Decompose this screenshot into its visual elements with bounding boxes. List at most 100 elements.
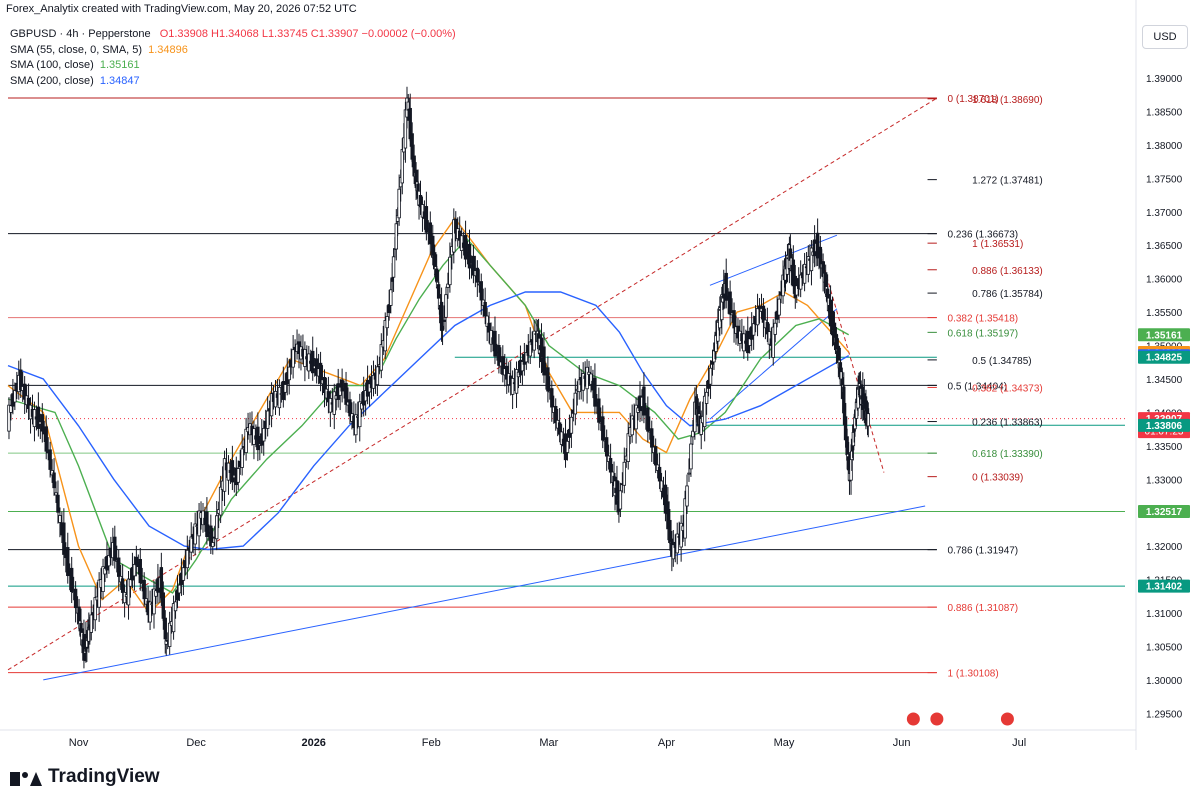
- candle-body: [446, 283, 450, 288]
- candle-body: [585, 366, 589, 390]
- candle-body: [56, 494, 60, 513]
- candle-body: [277, 386, 282, 409]
- sma-line-1: [7, 237, 850, 594]
- fib-label-0: 0 (1.38701): [948, 94, 999, 105]
- candle-body: [354, 414, 358, 436]
- candle-body: [332, 391, 336, 415]
- y-tick-label: 1.33000: [1146, 475, 1183, 486]
- candle-body: [622, 461, 627, 486]
- sma-55-row[interactable]: SMA (55, close, 0, SMA, 5) 1.34896: [10, 43, 456, 59]
- fib-label-2: 1.272 (1.37481): [972, 176, 1043, 187]
- candle-body: [691, 430, 695, 438]
- y-tick-label: 1.34500: [1146, 375, 1183, 386]
- candle-body: [371, 374, 376, 389]
- fib-label-8: 0.618 (1.35197): [948, 328, 1019, 339]
- candle-body: [704, 391, 709, 404]
- candle-body: [666, 501, 670, 530]
- y-tick-label: 1.32000: [1146, 542, 1183, 553]
- candle-body: [630, 415, 634, 436]
- candle-body: [659, 480, 664, 492]
- candle-body: [193, 523, 197, 545]
- y-tick-label: 1.37000: [1146, 208, 1183, 219]
- candle-body: [211, 542, 215, 547]
- fib-label-5: 0.886 (1.36133): [972, 266, 1043, 277]
- candle-body: [467, 243, 472, 269]
- x-tick-label: Apr: [658, 737, 675, 749]
- candle-body: [428, 222, 433, 245]
- candle-body: [132, 563, 137, 577]
- candle-body: [452, 219, 456, 253]
- candle-body: [175, 589, 180, 601]
- candle-body: [385, 316, 389, 329]
- event-flag-icon: [999, 711, 1015, 727]
- x-tick-label: Jun: [893, 737, 911, 749]
- candle-body: [597, 398, 601, 423]
- currency-selector[interactable]: USD: [1142, 25, 1188, 49]
- candle-body: [19, 369, 23, 391]
- candle-body: [767, 331, 772, 345]
- candle-body: [173, 601, 178, 612]
- candle-body: [62, 522, 66, 555]
- candle-body: [546, 367, 550, 392]
- fib-label-6: 0.786 (1.35784): [972, 289, 1043, 300]
- candle-body: [134, 556, 139, 566]
- candle-body: [230, 460, 235, 483]
- candle-body: [389, 289, 393, 306]
- candle-body: [524, 352, 529, 363]
- candle-body: [798, 274, 803, 290]
- sma-55-label: SMA (55, close, 0, SMA, 5): [10, 43, 143, 56]
- symbol-label[interactable]: GBPUSD · 4h · Pepperstone: [10, 28, 151, 40]
- price-tag-label-7: 1.31402: [1146, 582, 1183, 593]
- candle-body: [777, 298, 781, 316]
- price-tag-5: [1138, 418, 1190, 432]
- candle-body: [97, 579, 101, 608]
- y-tick-label: 1.35500: [1146, 308, 1183, 319]
- fib-label-16: 0.886 (1.31087): [948, 603, 1019, 614]
- candle-body: [532, 330, 536, 351]
- y-tick-label: 1.30000: [1146, 676, 1183, 687]
- candle-body: [646, 407, 650, 432]
- candle-body: [128, 579, 133, 587]
- price-layer: [7, 86, 870, 669]
- candle-body: [593, 377, 597, 407]
- candle-body: [650, 428, 654, 448]
- candle-body: [795, 285, 799, 296]
- candle-body: [291, 349, 295, 368]
- candle-body: [728, 291, 732, 315]
- candle-body: [397, 188, 401, 219]
- candle-body: [608, 458, 613, 473]
- candle-body: [493, 330, 497, 357]
- candle-body: [751, 323, 756, 336]
- sma-200-value: 1.34847: [99, 74, 140, 87]
- sma-100-row[interactable]: SMA (100, close) 1.35161: [10, 58, 456, 74]
- candle-body: [197, 510, 201, 537]
- candle-body: [328, 398, 333, 413]
- candle-body: [44, 426, 48, 452]
- trend-line-0: [43, 505, 926, 681]
- candle-body: [181, 567, 186, 581]
- tradingview-brand[interactable]: TradingView: [10, 766, 160, 788]
- candle-body: [809, 247, 814, 272]
- candle-body: [557, 422, 562, 435]
- candle-body: [348, 399, 352, 417]
- time-axis: Nov Dec 2026 Feb Mar Apr May Jun Jul: [0, 729, 1136, 749]
- y-tick-label: 1.29500: [1146, 709, 1183, 720]
- candle-body: [273, 390, 278, 408]
- candle-body: [618, 490, 623, 510]
- event-flag-icon: [905, 711, 921, 727]
- candle-body: [138, 558, 142, 584]
- fib-label-1: 1.618 (1.38690): [972, 95, 1043, 106]
- candle-body: [448, 256, 452, 286]
- candle-body: [171, 603, 176, 633]
- fib-label-11: 0.382 (1.34373): [972, 383, 1043, 394]
- candle-body: [36, 406, 41, 429]
- candle-body: [383, 320, 387, 352]
- candle-body: [26, 397, 31, 410]
- sma-200-row[interactable]: SMA (200, close) 1.34847: [10, 74, 456, 90]
- price-tag-7: [1138, 579, 1190, 593]
- candle-body: [7, 404, 11, 432]
- fib-label-4: 1 (1.36531): [972, 239, 1023, 250]
- candle-body: [215, 515, 219, 540]
- candle-body: [485, 315, 489, 327]
